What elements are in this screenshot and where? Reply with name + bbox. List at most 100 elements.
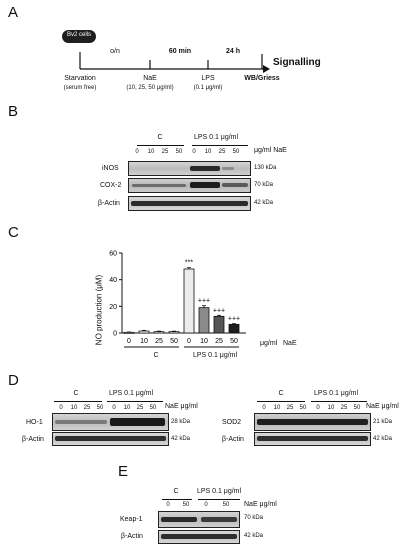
chart-c-ytick-label: 20 (109, 304, 117, 311)
blot-b-actin-label: β-Actin (98, 200, 120, 207)
blot-b-inos-strip (128, 161, 251, 176)
blot-b-group-lps-label: LPS 0.1 μg/ml (193, 134, 239, 141)
blot-d-left-group-c-label: C (73, 390, 79, 397)
blot-b-group-c-line (137, 145, 184, 146)
chart-c-xtick-label: 10 (200, 338, 208, 345)
blot-d-left-group-lps-line (107, 401, 163, 402)
timeline-arrow-icon (263, 65, 270, 73)
blot-e-actin-label: β-Actin (121, 533, 143, 540)
chart-c-bar (153, 331, 165, 334)
chart-c-significance-label: *** (185, 260, 193, 267)
blot-d-right-actin-kda: 42 kDa (373, 436, 393, 442)
blot-d-right-group-lps-label: LPS 0.1 μg/ml (313, 390, 359, 397)
panel-b-letter: B (8, 103, 19, 120)
chart-c-xtick-label: 50 (170, 338, 178, 345)
chart-c-xtick-label: 0 (187, 338, 191, 345)
blot-d-left-dose: 0 (112, 405, 116, 411)
chart-c-xtick-label: 25 (215, 338, 223, 345)
blot-d-ho1-label: HO-1 (26, 419, 43, 426)
chart-c-bar (183, 268, 195, 334)
blot-b-dose: 50 (175, 149, 183, 155)
blot-d-right-unit-label: NaE μg/ml (366, 403, 399, 410)
blot-d-left-actin-strip (52, 432, 169, 446)
blot-b-actin-kda: 42 kDa (254, 200, 274, 206)
blot-b-inos-label: iNOS (102, 165, 119, 172)
panel-c-letter: C (8, 224, 19, 241)
blot-d-left-dose: 10 (70, 405, 78, 411)
blot-b-dose: 10 (147, 149, 155, 155)
blot-d-sod2-kda: 21 kDa (373, 419, 393, 425)
blot-b-dose: 0 (192, 149, 196, 155)
blot-b-unit-label: μg/ml NaE (254, 147, 287, 154)
chart-c-significance-label: +++ (228, 316, 240, 323)
chart-c-bar (213, 315, 225, 334)
blot-b-cox2-label: COX-2 (100, 182, 122, 189)
blot-d-left-actin-kda: 42 kDa (171, 436, 191, 442)
timeline-on-label: o/n (110, 48, 120, 55)
blot-d-right-dose: 25 (286, 405, 294, 411)
blot-b-group-c-label: C (157, 134, 163, 141)
blot-e-group-c-line (162, 499, 192, 500)
chart-c-xunit: μg/ml (260, 340, 278, 347)
timeline-60min-label: 60 min (168, 48, 192, 55)
blot-e-unit-label: NaE μg/ml (244, 501, 277, 508)
blot-d-left-dose: 0 (59, 405, 63, 411)
chart-c-bar (138, 330, 150, 334)
blot-d-sod2-label: SOD2 (222, 419, 242, 426)
blot-e-dose: 0 (204, 502, 208, 508)
blot-e-actin-kda: 42 kDa (244, 533, 264, 539)
timeline-starvation-label: Starvation (64, 75, 96, 82)
blot-b-dose: 50 (232, 149, 240, 155)
chart-c-xtick-label: 50 (230, 338, 238, 345)
panel-e-letter: E (118, 463, 129, 480)
blot-d-sod2-strip (254, 413, 371, 431)
blot-d-left-group-lps-label: LPS 0.1 μg/ml (108, 390, 154, 397)
chart-c-bar (228, 323, 240, 334)
timeline-diagram (79, 52, 270, 73)
blot-d-right-actin-label: β-Actin (222, 436, 244, 443)
blot-e-group-lps-line (198, 499, 240, 500)
no-production-chart: 0 20 40 60 0 10 25 50 0 *** 10 +++ 25 +++ 50 +++ (109, 251, 246, 348)
blot-d-left-dose: 10 (123, 405, 131, 411)
blot-e-dose: 50 (182, 502, 190, 508)
blot-d-right-group-c-label: C (278, 390, 284, 397)
chart-c-xtick-label: 25 (155, 338, 163, 345)
blot-b-actin-strip (128, 196, 251, 211)
blot-d-ho1-kda: 28 kDa (171, 419, 191, 425)
blot-e-keap1-strip (158, 511, 240, 528)
blot-d-left-dose: 50 (96, 405, 104, 411)
blot-d-left-unit-label: NaE μg/ml (165, 403, 198, 410)
blot-d-left-dose: 50 (149, 405, 157, 411)
timeline-lps-label: LPS (201, 75, 215, 82)
blot-d-left-group-c-line (54, 401, 102, 402)
blot-d-left-dose: 25 (136, 405, 144, 411)
chart-c-xunit2: NaE (283, 340, 297, 347)
blot-b-dose: 25 (161, 149, 169, 155)
blot-d-right-actin-strip (254, 432, 371, 446)
cell-badge (62, 30, 96, 43)
chart-c-significance-label: +++ (213, 307, 225, 314)
timeline-lps-dose-label: (0.1 μg/ml) (193, 85, 223, 91)
chart-c-bar (168, 331, 180, 334)
chart-c-ytick-label: 40 (109, 277, 117, 284)
blot-d-right-dose: 10 (327, 405, 335, 411)
timeline-wb-griess-label: WB/Griess (244, 75, 280, 82)
blot-d-right-dose: 0 (262, 405, 266, 411)
blot-d-right-dose: 50 (353, 405, 361, 411)
timeline-signalling-label: Signalling (273, 57, 321, 68)
blot-e-dose: 0 (166, 502, 170, 508)
blot-b-cox2-strip (128, 178, 251, 193)
blot-e-keap1-label: Keap-1 (120, 516, 143, 523)
blot-d-right-group-lps-line (311, 401, 367, 402)
timeline-serum-free-label: (serum free) (63, 85, 97, 91)
blot-b-dose: 25 (218, 149, 226, 155)
blot-e-group-lps-label: LPS 0.1 μg/ml (196, 488, 242, 495)
timeline-nae-doses-label: (10, 25, 50 μg/ml) (126, 85, 174, 91)
timeline-24h-label: 24 h (225, 48, 241, 55)
blot-d-left-dose: 25 (83, 405, 91, 411)
blot-d-right-dose: 0 (316, 405, 320, 411)
blot-d-right-group-c-line (257, 401, 305, 402)
blot-b-dose: 0 (135, 149, 139, 155)
blot-b-cox2-kda: 70 kDa (254, 182, 274, 188)
blot-b-dose: 10 (204, 149, 212, 155)
